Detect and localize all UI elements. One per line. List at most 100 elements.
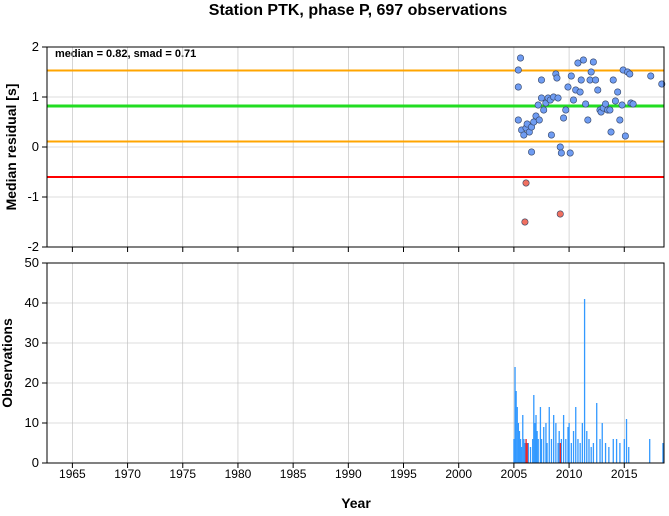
bar [577,439,579,463]
bar [583,299,586,463]
plot-frame [46,262,665,464]
scatter-point [594,86,602,94]
bar [524,443,526,463]
bar [557,443,559,463]
bar [546,443,548,463]
scatter-point [582,100,590,108]
x-axis-label: Year [341,495,371,511]
bar [532,439,534,463]
x-tick-label: 1970 [114,467,141,481]
bar [560,439,563,463]
bar [536,431,538,463]
bar [548,407,550,463]
bar [522,415,524,463]
scatter-point [562,106,570,114]
y-tick-label: 0 [32,455,39,470]
y-tick-label: 40 [25,295,39,310]
scatter-point [537,76,545,84]
x-tick-label: 1980 [225,467,252,481]
bar [586,431,588,463]
scatter-point [557,149,565,157]
scatter-point [579,56,587,64]
scatter-point [576,88,584,96]
scatter-point [540,106,548,114]
bar [581,423,584,463]
bar [565,439,567,463]
scatter-point [589,58,597,66]
scatter-point [658,80,666,88]
scatter-point [522,179,530,187]
bar [529,447,532,463]
scatter-point [647,72,655,80]
scatter-point [514,83,522,91]
scatter-point [607,128,615,136]
bar [604,443,607,463]
bar [615,439,618,463]
x-tick-label: 1990 [335,467,362,481]
y-tick-label: -1 [27,189,39,204]
y-tick-label: 2 [32,39,39,54]
bar [558,431,560,463]
scatter-point [564,83,572,91]
scatter-point [611,97,619,105]
bar [570,443,572,463]
plot-frame [46,46,665,248]
bar [543,427,545,463]
bar [525,439,527,463]
bar [519,439,522,463]
annotation: median = 0.82, smad = 0.71 [55,48,196,60]
scatter-point [517,54,525,62]
scatter-point [556,143,564,151]
bar [567,427,569,463]
y-tick-label: 10 [25,415,39,430]
scatter-point [592,76,600,84]
bar [596,403,598,463]
bar [550,439,553,463]
bar [588,439,590,463]
scatter-point [535,116,543,124]
bar [623,439,625,463]
bar [517,423,520,463]
bar [514,367,516,463]
scatter-point [553,74,561,82]
scatter-point [602,100,610,108]
scatter-point [566,149,574,157]
bar [534,423,536,463]
scatter-point [569,96,577,104]
x-tick-label: 2005 [501,467,528,481]
bar [537,439,539,463]
x-tick-label: 2010 [556,467,583,481]
scatter-point [514,66,522,74]
scatter-point [537,94,545,102]
scatter-point [520,131,528,139]
bar [535,415,537,463]
bar [540,439,543,463]
scatter-point [606,106,614,114]
bar [553,415,555,463]
bar [555,423,557,463]
scatter-point [534,101,542,109]
bar [599,439,601,463]
bar [568,423,570,463]
x-tick-label: 2015 [611,467,638,481]
scatter-point [567,72,575,80]
y-tick-label: 1 [32,89,39,104]
bar [539,407,542,463]
scatter-point [621,132,629,140]
x-tick-label: 1985 [280,467,307,481]
bar [516,407,518,463]
bar [533,395,535,463]
bar [619,443,621,463]
scatter-point [626,70,634,78]
scatter-point [618,101,626,109]
x-tick-label: 1965 [59,467,86,481]
bar [649,439,651,463]
bar [527,443,529,463]
y-tick-label: -2 [27,239,39,254]
y-tick-label: 0 [32,139,39,154]
scatter-point [614,88,622,96]
y-tick-label: 30 [25,335,39,350]
bar [559,443,561,463]
scatter-point [528,148,536,156]
